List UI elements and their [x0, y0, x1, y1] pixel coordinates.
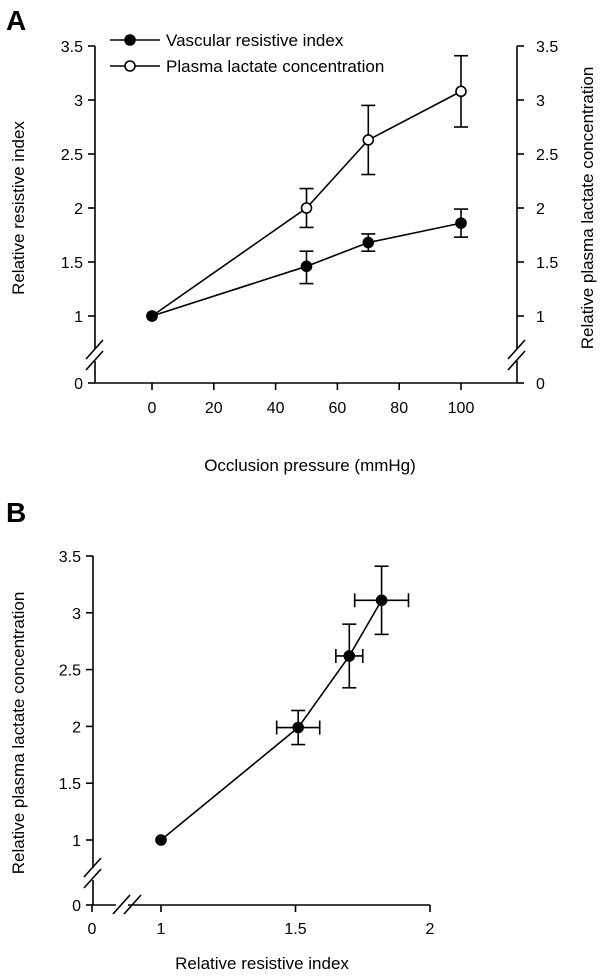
panel-a-ylabel-left: Relative resistive index: [9, 121, 28, 295]
resistive-index-line: [151, 222, 462, 317]
panel-b-x-tick-label: 1: [157, 921, 166, 938]
panel-a-right-tick-label: 1.5: [536, 255, 558, 272]
panel-a-ylabel-right: Relative plasma lactate concentration: [578, 67, 597, 350]
legend-label: Plasma lactate concentration: [166, 57, 384, 76]
panel-b-line: [160, 599, 383, 841]
panel-a-left-tick-label: 0: [74, 376, 83, 393]
resistive-index-point: [362, 236, 375, 249]
panel-a-right-tick-label: 2: [536, 201, 545, 218]
panel-b-point: [375, 594, 388, 607]
legend-label: Vascular resistive index: [166, 31, 344, 50]
panel-a-left-break-mark: [85, 350, 104, 371]
panel-a-label: A: [6, 5, 26, 36]
panel-a-left-break-mark: [85, 339, 104, 360]
panel-b-x-break-mark: [123, 894, 142, 915]
panel-b-point: [155, 834, 167, 846]
panel-b-point: [343, 650, 356, 662]
panel-a-right-break-mark: [507, 350, 526, 371]
panel-a-x-tick-label: 0: [148, 400, 157, 417]
panel-a-left-tick-label: 3.5: [61, 39, 83, 56]
panel-a-right-break-mark: [507, 339, 526, 360]
panel-b-y-tick-label: 3: [72, 606, 81, 623]
resistive-index-point: [146, 310, 158, 322]
panel-b-y-tick-label: 2.5: [59, 663, 81, 680]
panel-a-xlabel: Occlusion pressure (mmHg): [204, 456, 416, 475]
panel-a-x-tick-label: 80: [390, 400, 408, 417]
panel-a-right-tick-label: 1: [536, 309, 545, 326]
panel-a-right-tick-label: 0: [536, 376, 545, 393]
panel-b-ylabel: Relative plasma lactate concentration: [9, 592, 28, 875]
lactate-line: [151, 90, 462, 317]
lactate-point: [300, 202, 313, 214]
panel-a-left-tick-label: 3: [74, 93, 83, 110]
resistive-index-point: [300, 260, 313, 273]
panel-a-left-tick-label: 2: [74, 201, 83, 218]
panel-a-left-tick-label: 1.5: [61, 255, 83, 272]
panel-b-y-break-mark: [83, 868, 102, 889]
panel-b-y-tick-label: 1: [72, 833, 81, 850]
panel-b-y-tick-label: 1.5: [59, 776, 81, 793]
panel-b-y-tick-label: 0: [72, 898, 81, 915]
lactate-point: [455, 85, 467, 98]
panel-a-x-tick-label: 20: [205, 400, 223, 417]
panel-b: B Relative plasma lactate concentration …: [6, 497, 435, 973]
panel-a-left-tick-label: 2.5: [61, 147, 83, 164]
panel-b-y-tick-label: 2: [72, 719, 81, 736]
legend-marker: [124, 34, 136, 46]
panel-b-x-tick-label: 0: [88, 921, 97, 938]
panel-b-x-tick-label: 2: [426, 921, 435, 938]
panel-a-right-tick-label: 3: [536, 93, 545, 110]
panel-b-point: [292, 721, 304, 734]
legend-marker: [124, 60, 136, 72]
panel-b-x-tick-label: 1.5: [284, 921, 306, 938]
panel-b-xlabel: Relative resistive index: [175, 954, 349, 973]
panel-b-x-break-mark: [112, 894, 131, 915]
panel-a-right-tick-label: 2.5: [536, 147, 558, 164]
panel-a-x-tick-label: 100: [448, 400, 475, 417]
resistive-index-point: [455, 217, 467, 229]
lactate-point: [362, 134, 375, 146]
panel-b-label: B: [6, 497, 26, 528]
panel-a-x-tick-label: 60: [329, 400, 347, 417]
panel-a-right-tick-label: 3.5: [536, 39, 558, 56]
panel-a-legend: Vascular resistive index Plasma lactate c…: [110, 31, 384, 76]
panel-b-y-break-mark: [83, 857, 102, 878]
panel-a: A Relative resistive index Relative plas…: [6, 5, 597, 475]
panel-b-y-tick-label: 3.5: [59, 549, 81, 566]
panel-a-left-tick-label: 1: [74, 309, 83, 326]
panel-a-x-tick-label: 40: [267, 400, 285, 417]
